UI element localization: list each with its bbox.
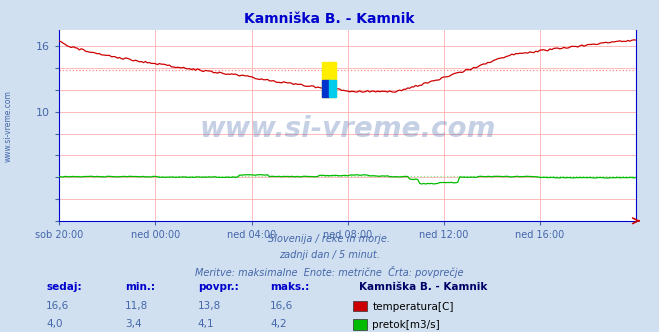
Text: www.si-vreme.com: www.si-vreme.com [200,115,496,143]
Bar [329,80,336,97]
Text: Kamniška B. - Kamnik: Kamniška B. - Kamnik [244,12,415,26]
Text: sedaj:: sedaj: [46,283,82,292]
Text: Meritve: maksimalne  Enote: metrične  Črta: povprečje: Meritve: maksimalne Enote: metrične Črta… [195,266,464,278]
Text: 3,4: 3,4 [125,319,142,329]
Text: temperatura[C]: temperatura[C] [372,302,454,312]
Text: www.si-vreme.com: www.si-vreme.com [3,90,13,162]
Text: 4,2: 4,2 [270,319,287,329]
Bar [322,62,336,97]
Text: min.:: min.: [125,283,156,292]
Text: 11,8: 11,8 [125,301,148,311]
Text: Kamniška B. - Kamnik: Kamniška B. - Kamnik [359,283,488,292]
Text: zadnji dan / 5 minut.: zadnji dan / 5 minut. [279,250,380,260]
Text: 16,6: 16,6 [270,301,293,311]
Text: 16,6: 16,6 [46,301,69,311]
Text: maks.:: maks.: [270,283,310,292]
Text: 4,0: 4,0 [46,319,63,329]
Bar [322,80,329,97]
Text: pretok[m3/s]: pretok[m3/s] [372,320,440,330]
Text: 13,8: 13,8 [198,301,221,311]
Text: 4,1: 4,1 [198,319,214,329]
Text: Slovenija / reke in morje.: Slovenija / reke in morje. [268,234,391,244]
Text: povpr.:: povpr.: [198,283,239,292]
